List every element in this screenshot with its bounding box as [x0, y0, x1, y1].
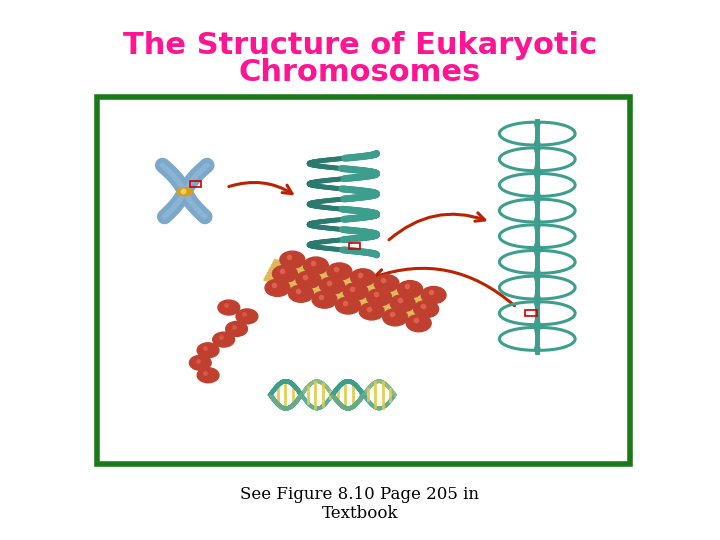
Circle shape: [359, 303, 384, 320]
Circle shape: [218, 300, 240, 315]
Bar: [190, 181, 202, 187]
Circle shape: [414, 301, 438, 318]
Circle shape: [225, 321, 248, 336]
Circle shape: [406, 315, 431, 332]
Circle shape: [390, 295, 415, 312]
Circle shape: [351, 269, 375, 286]
Circle shape: [397, 281, 423, 298]
Circle shape: [312, 291, 337, 308]
Text: Textbook: Textbook: [322, 504, 398, 522]
Circle shape: [327, 263, 352, 280]
Text: The Structure of Eukaryotic: The Structure of Eukaryotic: [123, 31, 597, 60]
Circle shape: [197, 368, 219, 383]
Circle shape: [197, 343, 219, 358]
Circle shape: [320, 277, 344, 294]
Circle shape: [374, 275, 399, 292]
Text: Chromosomes: Chromosomes: [239, 58, 481, 87]
Bar: [97, 97, 630, 464]
Circle shape: [383, 309, 408, 326]
Bar: [526, 310, 536, 316]
Circle shape: [236, 309, 258, 324]
Circle shape: [289, 285, 313, 302]
Circle shape: [272, 265, 297, 282]
Circle shape: [280, 251, 305, 268]
Circle shape: [303, 257, 328, 274]
Circle shape: [212, 332, 235, 347]
Circle shape: [189, 355, 211, 370]
Ellipse shape: [177, 187, 192, 196]
Text: See Figure 8.10 Page 205 in: See Figure 8.10 Page 205 in: [240, 485, 480, 503]
Circle shape: [366, 289, 392, 306]
Circle shape: [296, 271, 321, 288]
Circle shape: [336, 297, 361, 314]
Bar: [349, 243, 361, 249]
Circle shape: [421, 287, 446, 303]
Circle shape: [265, 279, 290, 296]
Circle shape: [343, 283, 368, 300]
